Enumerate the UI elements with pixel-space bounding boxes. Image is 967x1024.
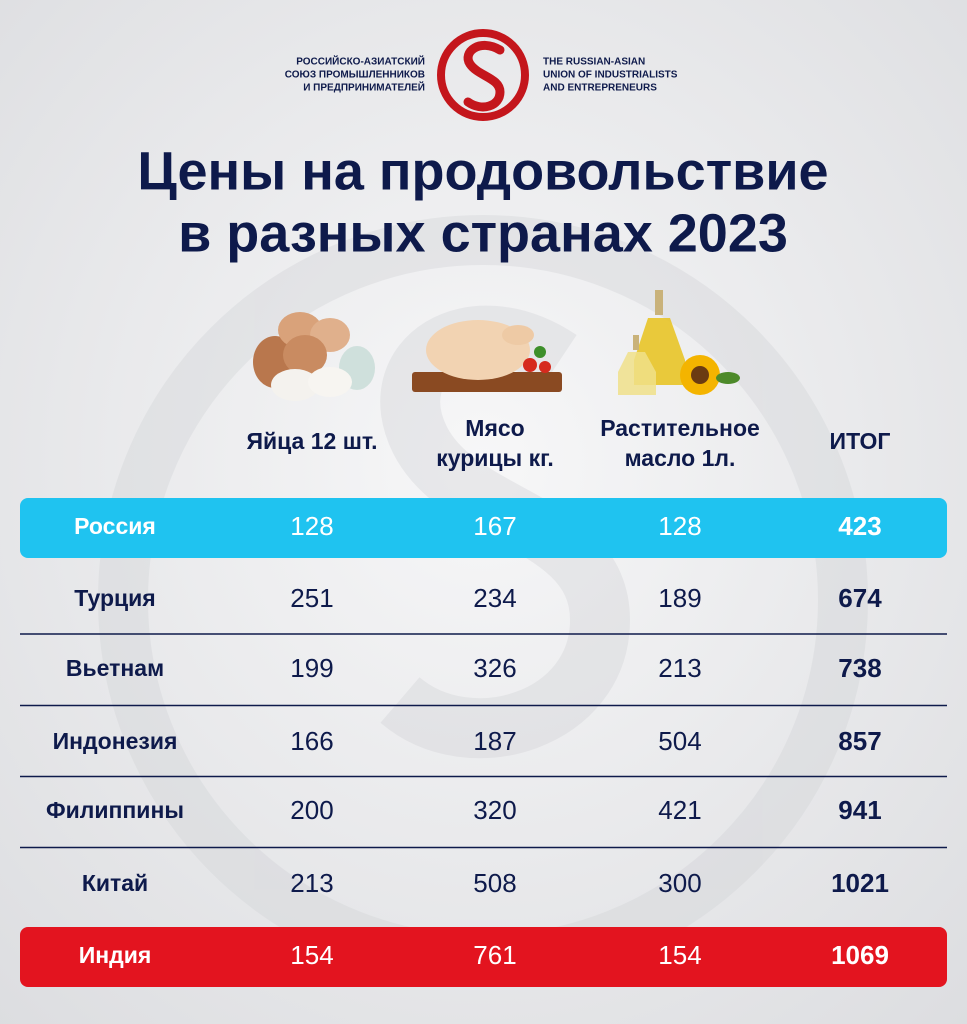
country-name: Индия — [79, 942, 152, 968]
price-value: 199 — [290, 653, 333, 683]
price-value: 504 — [658, 726, 701, 756]
logo-text: UNION OF INDUSTRIALISTS — [543, 70, 678, 81]
country-name: Турция — [74, 585, 155, 611]
total-value: 674 — [838, 583, 882, 613]
price-value: 234 — [473, 583, 516, 613]
price-value: 166 — [290, 726, 333, 756]
logo-text: И ПРЕДПРИНИМАТЕЛЕЙ — [303, 81, 425, 94]
price-value: 200 — [290, 795, 333, 825]
column-header: курицы кг. — [436, 445, 554, 471]
title: Цены на продовольствие — [137, 141, 828, 201]
logo-text: СОЮЗ ПРОМЫШЛЕННИКОВ — [285, 70, 425, 81]
price-value: 154 — [290, 940, 333, 970]
price-value: 128 — [290, 511, 333, 541]
price-value: 189 — [658, 583, 701, 613]
price-value: 213 — [290, 868, 333, 898]
price-value: 320 — [473, 795, 516, 825]
chicken-image — [412, 320, 562, 392]
price-value: 300 — [658, 868, 701, 898]
price-value: 128 — [658, 511, 701, 541]
country-name: Филиппины — [46, 797, 184, 823]
country-name: Индонезия — [53, 728, 178, 754]
country-name: Вьетнам — [66, 655, 164, 681]
total-value: 941 — [838, 795, 881, 825]
price-value: 326 — [473, 653, 516, 683]
logo-text: THE RUSSIAN-ASIAN — [543, 57, 645, 68]
column-header: масло 1л. — [625, 445, 736, 471]
oil-image — [618, 290, 740, 395]
logo-text: РОССИЙСКО-АЗИАТСКИЙ — [296, 55, 425, 68]
country-name: Китай — [82, 870, 148, 896]
column-header: Мясо — [465, 415, 524, 441]
column-header: Яйца 12 шт. — [246, 428, 377, 454]
column-header: ИТОГ — [830, 428, 891, 454]
title: в разных странах 2023 — [178, 203, 788, 263]
price-value: 213 — [658, 653, 701, 683]
price-value: 761 — [473, 940, 516, 970]
row-highlight — [20, 498, 947, 558]
price-value: 167 — [473, 511, 516, 541]
total-value: 423 — [838, 511, 881, 541]
price-value: 421 — [658, 795, 701, 825]
country-name: Россия — [74, 513, 156, 539]
price-value: 251 — [290, 583, 333, 613]
price-value: 154 — [658, 940, 701, 970]
total-value: 1021 — [831, 868, 889, 898]
total-value: 738 — [838, 653, 881, 683]
logo-text: AND ENTREPRENEURS — [543, 83, 657, 94]
price-value: 508 — [473, 868, 516, 898]
total-value: 857 — [838, 726, 881, 756]
column-header: Растительное — [600, 415, 760, 441]
total-value: 1069 — [831, 940, 889, 970]
price-value: 187 — [473, 726, 516, 756]
row-highlight — [20, 927, 947, 987]
eggs-image — [253, 312, 375, 401]
logo-mark — [437, 29, 529, 121]
